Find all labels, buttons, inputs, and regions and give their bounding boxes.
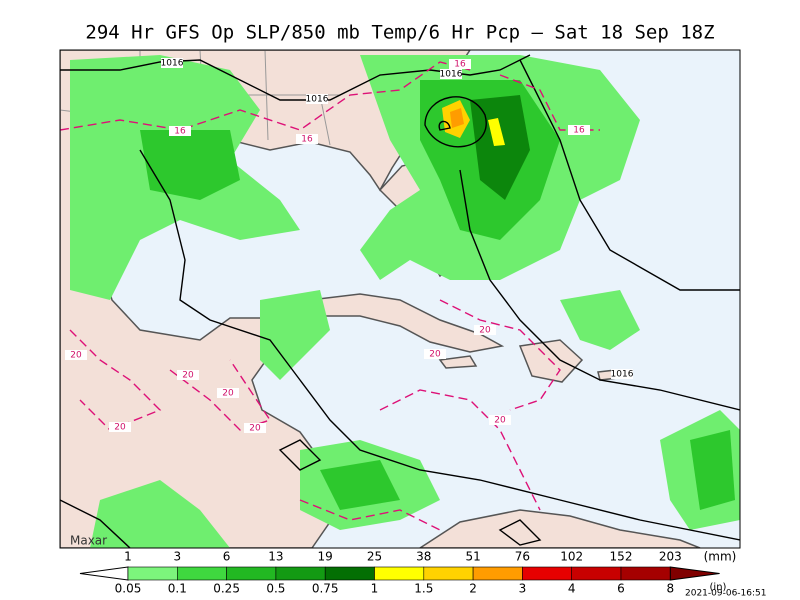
inch-label: 4: [568, 582, 576, 596]
contour-label: 20: [249, 424, 261, 434]
inch-label: 1.5: [414, 582, 433, 596]
contour-label-bg: [474, 325, 496, 335]
mm-label: 203: [659, 550, 682, 564]
contour-label: 20: [222, 389, 234, 399]
contour-label-bg: [177, 370, 199, 380]
precip-orange: [450, 108, 464, 128]
contour-label-bg: [440, 69, 462, 79]
inch-label: 0.25: [213, 582, 240, 596]
mm-label: 6: [223, 550, 231, 564]
inch-label: 0.05: [115, 582, 142, 596]
contour-label-bg: [65, 350, 87, 360]
precip-heavy: [470, 95, 530, 200]
contour-label: 1016: [440, 70, 463, 80]
south-america: [418, 509, 701, 548]
contour-label-bg: [568, 125, 590, 135]
contour-label: 1016: [611, 370, 634, 380]
mm-unit: (mm): [704, 550, 737, 564]
contour-label-bg: [161, 58, 183, 68]
colorbar-segment: [226, 566, 277, 581]
temperature-contours: [60, 61, 600, 531]
contour-label: 1016: [306, 95, 329, 105]
colorbar-segment: [324, 566, 375, 581]
isobars: [60, 54, 740, 548]
inch-label: 6: [617, 582, 625, 596]
map-title: 294 Hr GFS Op SLP/850 mb Temp/6 Hr Pcp –…: [85, 22, 714, 44]
contour-label-bg: [449, 59, 471, 69]
mm-label: 102: [560, 550, 583, 564]
contour-label: 20: [114, 423, 126, 433]
brand: Maxar: [70, 534, 107, 548]
colorbar-segment: [571, 566, 622, 581]
inch-label: 0.75: [312, 582, 339, 596]
colorbar-segment: [423, 566, 474, 581]
contour-label-bg: [611, 369, 633, 379]
colorbar-right-arrow: [669, 566, 720, 581]
contour-label: 20: [182, 371, 194, 381]
cuba: [308, 293, 505, 353]
inch-label: 0.5: [266, 582, 285, 596]
contour-label-bg: [489, 415, 511, 425]
colorbar-left-arrow: [79, 566, 129, 581]
mm-label: 76: [515, 550, 530, 564]
colorbar-segment: [472, 566, 523, 581]
mm-label: 19: [318, 550, 333, 564]
contour-label: 16: [573, 126, 585, 136]
colorbar-segment: [374, 566, 425, 581]
contour-label: 16: [301, 135, 313, 145]
mm-label: 3: [173, 550, 181, 564]
contour-label: 16: [454, 60, 466, 70]
contour-label-bg: [244, 423, 266, 433]
inch-unit: (in): [710, 582, 727, 593]
colorbar-segment: [127, 566, 178, 581]
map-frame: [59, 49, 741, 549]
colorbar-segment: [620, 566, 671, 581]
colorbar-segment: [177, 566, 227, 581]
contour-label: 20: [479, 326, 491, 336]
inch-label: 1: [371, 582, 379, 596]
contour-label-bg: [217, 388, 239, 398]
mm-label: 1: [124, 550, 132, 564]
mm-label: 13: [268, 550, 283, 564]
contour-label: 16: [174, 127, 186, 137]
mm-label: 152: [610, 550, 633, 564]
contour-label: 20: [494, 416, 506, 426]
contour-label: 1016: [161, 59, 184, 69]
contour-label-bg: [296, 134, 318, 144]
map-area: [60, 50, 740, 548]
timestamp: 2021-09-06-16:51: [685, 589, 767, 599]
colorbar-segment: [275, 566, 326, 581]
mm-label: 38: [416, 550, 431, 564]
mm-label: 25: [367, 550, 382, 564]
contour-label: 20: [70, 351, 82, 361]
mm-label: 51: [465, 550, 480, 564]
contour-label-bg: [169, 126, 191, 136]
inch-label: 8: [666, 582, 674, 596]
colorbar-segment: [522, 566, 573, 581]
contour-label-bg: [424, 349, 446, 359]
contour-label: 20: [429, 350, 441, 360]
inch-label: 3: [519, 582, 527, 596]
precip-yellow-2: [488, 118, 505, 146]
inch-label: 2: [469, 582, 477, 596]
inch-label: 0.1: [168, 582, 187, 596]
contour-label-bg: [306, 94, 328, 104]
contour-label-bg: [109, 422, 131, 432]
